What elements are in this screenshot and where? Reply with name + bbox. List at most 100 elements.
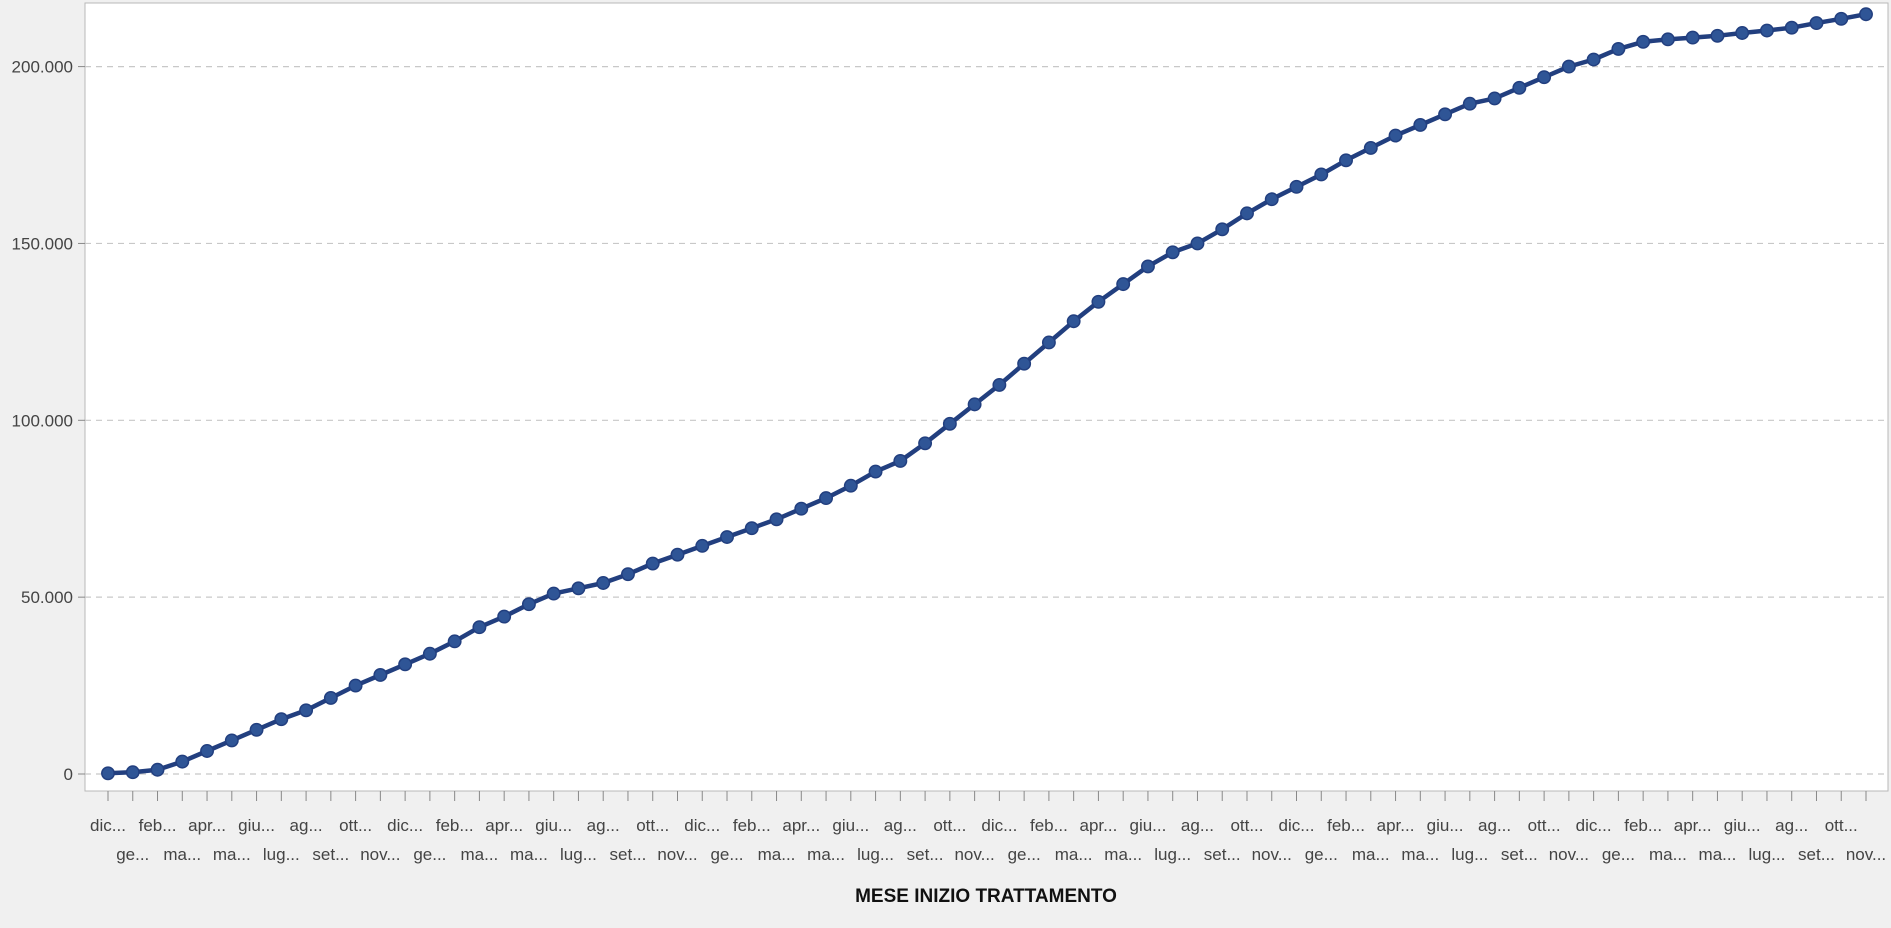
data-point [1140,259,1155,274]
data-point [175,754,190,769]
data-point [1388,128,1403,143]
x-tick-label: set... [1204,845,1241,864]
x-tick-label: apr... [485,816,523,835]
x-tick-label: ott... [1528,816,1561,835]
x-tick-label: lug... [560,845,597,864]
data-point [1512,80,1527,95]
data-point [942,416,957,431]
data-point [1611,41,1626,56]
data-point [918,436,933,451]
x-tick-label: ag... [290,816,323,835]
data-point [621,567,635,582]
x-tick-label: giu... [238,816,275,835]
data-point [794,501,809,516]
x-tick-label: ag... [1181,816,1214,835]
data-point [1760,23,1774,38]
data-point [1215,222,1230,237]
data-point [1487,91,1502,106]
x-tick-label: ma... [1401,845,1439,864]
data-point [200,744,214,758]
x-tick-label: set... [1798,845,1835,864]
data-point [373,668,388,682]
data-point [1289,179,1304,194]
series-layer [101,7,1873,781]
data-point [1413,118,1428,132]
data-point [843,478,858,493]
data-point [101,766,115,781]
data-point [398,657,413,672]
x-tick-label: lug... [857,845,894,864]
data-point [1809,16,1824,31]
x-tick-label: lug... [1749,845,1786,864]
data-point [1339,153,1353,168]
data-point [1190,236,1205,251]
data-point [1314,167,1329,182]
data-point [1066,314,1081,329]
x-tick-label: ma... [1104,845,1142,864]
x-tick-label: set... [312,845,349,864]
x-tick-label: ott... [339,816,372,835]
x-tick-label: ma... [1649,845,1687,864]
data-point [596,576,611,590]
data-point [497,609,512,624]
data-point [1017,356,1032,371]
data-point [1041,335,1056,350]
data-point [1784,20,1799,35]
x-tick-label: dic... [90,816,126,835]
data-point [546,586,561,601]
data-point [1462,96,1477,111]
x-tick-label: apr... [188,816,226,835]
data-point [447,634,462,649]
data-point [1735,26,1750,40]
y-tick-label: 50.000 [21,588,73,607]
x-tick-label: ott... [1825,816,1858,835]
x-tick-label: ge... [413,845,446,864]
x-tick-label: nov... [1252,845,1292,864]
y-tick-label: 150.000 [12,234,73,253]
x-tick-label: nov... [360,845,400,864]
x-tick-label: ma... [213,845,251,864]
x-tick-label: giu... [1427,816,1464,835]
data-point [1660,32,1675,47]
x-tick-label: dic... [1279,816,1315,835]
x-tick-label: ge... [710,845,743,864]
data-point [744,521,759,536]
data-point [1586,52,1601,67]
y-tick-label: 0 [64,765,73,784]
x-tick-label: ma... [758,845,796,864]
x-tick-label: ott... [1230,816,1263,835]
data-point [819,491,834,506]
x-tick-label: nov... [954,845,994,864]
data-point [1859,7,1873,22]
x-tick-label: feb... [1624,816,1662,835]
x-tick-label: dic... [1576,816,1612,835]
x-tick-label: apr... [1377,816,1415,835]
x-tick-label: feb... [1327,816,1365,835]
x-tick-label: apr... [1674,816,1712,835]
data-point [1165,245,1180,260]
x-tick-label: ma... [1699,845,1737,864]
x-tick-label: giu... [832,816,869,835]
x-tick-label: giu... [1130,816,1167,835]
data-point [720,530,734,544]
y-tick-label: 200.000 [12,58,73,77]
data-point [893,454,908,468]
data-point [571,581,586,596]
data-point [1438,107,1453,122]
data-point [150,762,165,777]
x-tick-label: nov... [1846,845,1886,864]
x-tick-label: ag... [884,816,917,835]
x-tick-label: apr... [1080,816,1118,835]
x-tick-label: giu... [1724,816,1761,835]
data-point [868,464,883,479]
data-point [224,733,239,748]
x-tick-label: ag... [1775,816,1808,835]
data-point [1710,28,1725,43]
x-tick-label: lug... [1451,845,1488,864]
data-point [1685,30,1700,45]
data-point [1561,59,1576,74]
x-tick-label: dic... [387,816,423,835]
x-tick-label: ma... [510,845,548,864]
